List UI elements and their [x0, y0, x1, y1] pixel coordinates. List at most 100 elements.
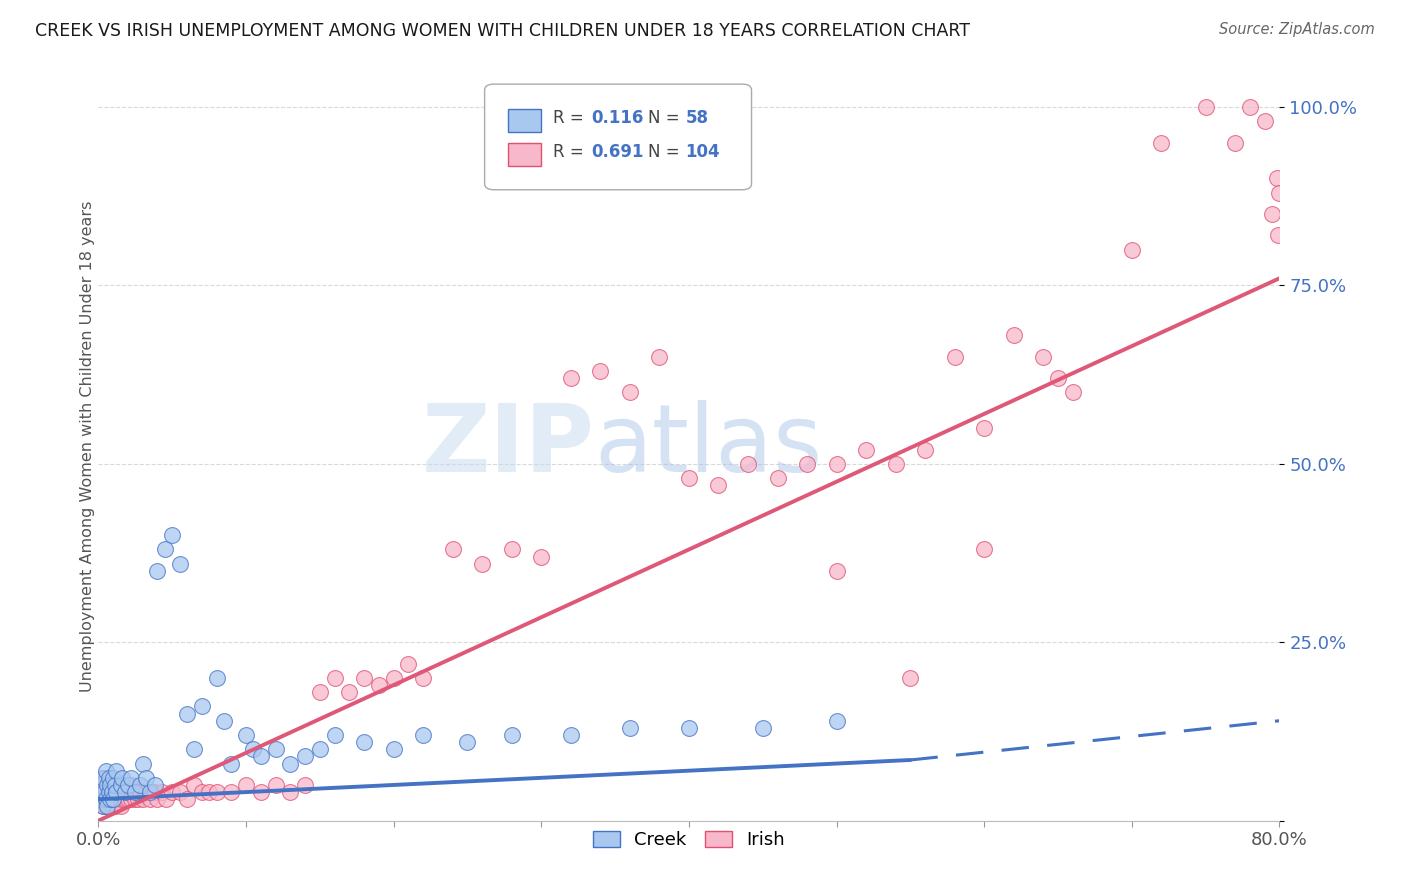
Point: [146, 564, 169, 578]
Point: [205, 785, 228, 799]
Text: R =: R =: [553, 109, 583, 127]
Point: [162, 785, 183, 799]
Point: [530, 549, 553, 564]
Point: [117, 792, 139, 806]
Point: [183, 778, 205, 792]
Point: [91, 771, 114, 785]
Point: [100, 799, 122, 814]
Point: [110, 799, 132, 814]
Point: [235, 778, 257, 792]
Point: [1195, 100, 1218, 114]
Point: [150, 785, 173, 799]
Point: [221, 756, 243, 771]
Point: [135, 785, 157, 799]
Point: [280, 785, 302, 799]
Point: [914, 442, 936, 457]
Point: [139, 785, 162, 799]
Point: [176, 706, 198, 721]
Point: [309, 742, 332, 756]
Point: [124, 785, 146, 799]
Point: [191, 699, 214, 714]
Point: [382, 671, 405, 685]
Point: [1062, 385, 1084, 400]
Point: [973, 421, 995, 435]
Point: [96, 785, 118, 799]
Point: [294, 778, 316, 792]
Text: N =: N =: [648, 109, 679, 127]
Point: [100, 785, 122, 799]
Point: [143, 778, 166, 792]
Text: 0.691: 0.691: [591, 143, 644, 161]
Point: [105, 792, 128, 806]
Point: [1046, 371, 1070, 385]
Point: [309, 685, 332, 699]
Point: [94, 792, 117, 806]
Point: [198, 785, 221, 799]
Point: [589, 364, 612, 378]
Point: [97, 785, 120, 799]
Point: [825, 564, 848, 578]
Point: [619, 721, 641, 735]
Point: [128, 778, 150, 792]
Point: [93, 792, 115, 806]
Point: [250, 785, 273, 799]
Point: [120, 792, 142, 806]
Point: [441, 542, 464, 557]
Point: [120, 771, 142, 785]
Point: [96, 778, 118, 792]
Point: [398, 657, 420, 671]
Point: [112, 785, 135, 799]
Point: [104, 799, 127, 814]
Point: [1261, 207, 1284, 221]
Point: [139, 792, 162, 806]
Point: [264, 742, 287, 756]
Text: Source: ZipAtlas.com: Source: ZipAtlas.com: [1219, 22, 1375, 37]
Point: [678, 471, 700, 485]
Point: [169, 557, 191, 571]
Point: [619, 385, 641, 400]
Point: [1268, 186, 1291, 200]
Point: [737, 457, 759, 471]
Point: [146, 792, 169, 806]
Point: [162, 528, 183, 542]
Point: [457, 735, 479, 749]
Point: [501, 542, 523, 557]
Point: [191, 785, 214, 799]
Point: [353, 735, 375, 749]
Point: [103, 792, 125, 806]
Point: [412, 671, 434, 685]
Point: [1265, 171, 1288, 186]
Point: [98, 771, 121, 785]
Point: [973, 542, 995, 557]
Text: N =: N =: [648, 143, 679, 161]
Point: [107, 785, 129, 799]
Point: [115, 785, 138, 799]
Point: [323, 728, 346, 742]
Point: [90, 778, 112, 792]
Point: [235, 728, 257, 742]
Point: [91, 799, 114, 814]
Point: [368, 678, 391, 692]
Point: [1225, 136, 1247, 150]
Point: [91, 799, 114, 814]
Point: [90, 778, 112, 792]
Point: [1254, 114, 1277, 128]
Point: [678, 721, 700, 735]
Point: [471, 557, 494, 571]
Point: [103, 792, 125, 806]
Point: [242, 742, 264, 756]
Point: [143, 785, 166, 799]
Point: [339, 685, 361, 699]
Point: [105, 778, 128, 792]
Point: [796, 457, 818, 471]
Point: [825, 714, 848, 728]
Point: [96, 799, 118, 814]
Point: [105, 764, 128, 778]
Point: [118, 785, 141, 799]
Point: [96, 792, 118, 806]
Point: [1150, 136, 1173, 150]
Point: [501, 728, 523, 742]
Y-axis label: Unemployment Among Women with Children Under 18 years: Unemployment Among Women with Children U…: [80, 201, 94, 691]
Point: [111, 771, 134, 785]
Point: [97, 778, 120, 792]
